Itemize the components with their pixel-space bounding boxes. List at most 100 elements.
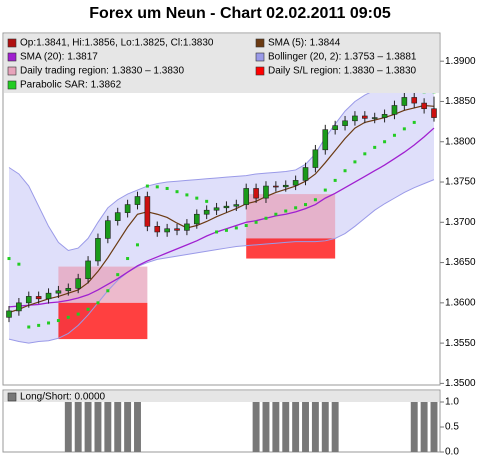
candle-body — [411, 97, 418, 104]
chart-title: Forex um Neun - Chart 02.02.2011 09:05 — [89, 5, 391, 22]
candle-body — [302, 167, 309, 181]
candle-body — [362, 115, 368, 119]
y-tick-label: 0.5 — [445, 422, 459, 433]
sar-dot — [76, 312, 80, 316]
y-tick-label: 1.3800 — [445, 136, 476, 147]
sar-dot — [274, 212, 278, 216]
legend-swatch — [7, 52, 17, 62]
candle-body — [312, 149, 319, 168]
candle-body — [154, 226, 161, 233]
legend-label: Bollinger (20, 2): 1.3753 – 1.3881 — [268, 52, 417, 63]
bar — [302, 402, 309, 452]
candle-body — [105, 220, 111, 239]
candle-body — [342, 120, 348, 126]
candle-body — [16, 302, 22, 312]
sar-dot — [333, 178, 337, 182]
bar — [262, 402, 270, 452]
candle-body — [352, 115, 358, 122]
sar-dot — [175, 190, 179, 194]
candle-body — [45, 292, 52, 300]
sar-dot — [126, 257, 130, 261]
legend-swatch — [255, 66, 265, 76]
bar — [74, 402, 82, 452]
sar-dot — [56, 319, 60, 323]
candle-body — [6, 310, 12, 318]
y-tick-label: 1.3650 — [445, 257, 476, 268]
bar — [94, 402, 102, 452]
bar — [84, 402, 92, 452]
bar — [331, 402, 339, 452]
candle-body — [253, 188, 259, 199]
sar-dot — [363, 152, 367, 156]
legend-label: Daily trading region: 1.3830 – 1.3830 — [20, 66, 184, 77]
bar — [282, 402, 290, 452]
candle-body — [203, 209, 210, 215]
candle-body — [332, 125, 338, 130]
sar-dot — [254, 220, 258, 224]
bar — [321, 402, 329, 452]
candle-body — [25, 296, 32, 304]
y-tick-label: 1.3750 — [445, 177, 476, 188]
y-tick-label: 0.0 — [445, 447, 459, 457]
bar — [252, 402, 260, 452]
sar-dot — [284, 209, 288, 213]
bar — [124, 402, 132, 452]
candle-body — [322, 129, 329, 151]
legend-swatch — [7, 66, 17, 76]
y-tick-label: 1.0 — [445, 397, 459, 408]
sar-dot — [244, 224, 248, 228]
sar-dot — [392, 133, 396, 137]
sar-dot — [264, 216, 268, 220]
sar-dot — [224, 228, 228, 232]
sar-dot — [412, 120, 416, 124]
bar — [134, 402, 141, 452]
sar-dot — [185, 193, 189, 197]
bar — [114, 402, 122, 452]
sar-dot — [7, 257, 11, 261]
sar-dot — [96, 301, 100, 305]
bar — [420, 402, 428, 452]
legend-label: Op:1.3841, Hi:1.3856, Lo:1.3825, Cl:1.38… — [20, 38, 214, 49]
sar-dot — [37, 323, 41, 327]
legend-label: SMA (20): 1.3817 — [20, 52, 98, 63]
bollinger-lower — [8, 179, 435, 344]
sar-dot — [86, 307, 90, 311]
bar — [410, 402, 418, 452]
candle-body — [174, 228, 180, 231]
sar-dot — [106, 289, 110, 293]
candle-body — [184, 223, 190, 231]
candle-body — [401, 97, 408, 106]
sar-dot — [47, 321, 51, 325]
sar-dot — [145, 184, 149, 188]
candle-body — [213, 207, 220, 211]
legend-label: Daily S/L region: 1.3830 – 1.3830 — [268, 66, 417, 77]
sl-region — [58, 302, 148, 340]
legend-label: Parabolic SAR: 1.3862 — [20, 80, 122, 91]
candle-body — [421, 102, 427, 110]
candle-body — [134, 196, 141, 205]
bollinger-upper — [8, 75, 435, 252]
sar-dot — [17, 262, 21, 266]
bar — [272, 402, 280, 452]
candle-body — [65, 288, 72, 292]
sar-dot — [402, 127, 406, 131]
sar-dot — [234, 226, 238, 230]
candle-body — [292, 180, 299, 186]
candle-body — [95, 238, 101, 262]
legend-box — [4, 391, 439, 402]
sar-dot — [27, 325, 31, 329]
y-tick-label: 1.3900 — [445, 56, 476, 67]
candle-body — [164, 228, 170, 233]
sar-dot — [155, 185, 159, 189]
candle-body — [193, 213, 200, 225]
legend-label: Long/Short: 0.0000 — [20, 392, 106, 403]
candle-body — [282, 184, 289, 188]
candle-body — [233, 204, 240, 207]
sma20-line — [8, 127, 435, 308]
candle-body — [371, 117, 378, 119]
y-tick-label: 1.3700 — [445, 217, 476, 228]
legend-swatch — [7, 38, 17, 48]
candle-body — [124, 204, 131, 213]
sar-dot — [165, 186, 169, 190]
